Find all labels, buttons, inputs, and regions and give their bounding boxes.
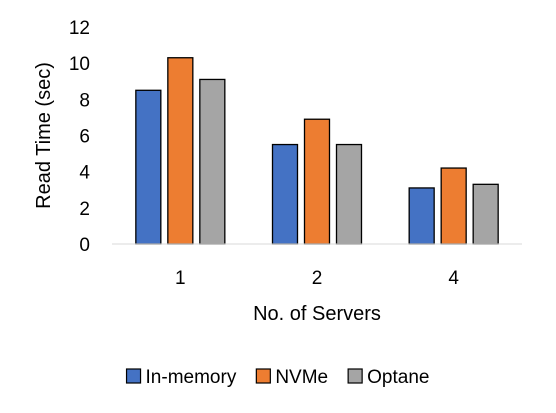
bar-nvme-4 <box>440 167 467 245</box>
legend-label-optane: Optane <box>367 367 429 388</box>
bar-nvme-2 <box>303 118 331 245</box>
y-tick-label: 10 <box>69 54 90 75</box>
y-axis-ticks: 0 2 4 6 8 10 12 <box>69 18 91 256</box>
y-tick-label: 6 <box>79 127 90 148</box>
y-tick-label: 8 <box>79 90 90 111</box>
legend-swatch-optane <box>347 368 363 384</box>
bar-in-memory-1 <box>135 89 162 245</box>
x-tick-label: 4 <box>448 268 459 289</box>
x-tick-label: 2 <box>312 268 323 289</box>
x-axis-ticks: 1 2 4 <box>175 268 459 289</box>
bar-optane-2 <box>335 143 363 245</box>
bar-optane-4 <box>472 183 499 245</box>
y-axis-label: Read Time (sec) <box>33 62 55 209</box>
y-tick-label: 4 <box>79 163 90 184</box>
y-tick-label: 2 <box>79 199 90 220</box>
bar-nvme-1 <box>167 57 194 245</box>
legend-swatch-nvme <box>255 368 271 384</box>
legend: In-memory NVMe Optane <box>125 367 429 388</box>
bar-optane-1 <box>199 78 226 245</box>
y-tick-label: 0 <box>79 235 90 256</box>
legend-swatch-in-memory <box>125 368 142 384</box>
x-axis-label: No. of Servers <box>253 303 381 325</box>
legend-label-in-memory: In-memory <box>146 367 237 388</box>
bar-in-memory-2 <box>271 143 299 245</box>
legend-label-nvme: NVMe <box>275 367 328 388</box>
bar-in-memory-4 <box>408 187 435 245</box>
x-tick-label: 1 <box>175 268 186 289</box>
bars <box>135 57 499 245</box>
y-tick-label: 12 <box>69 18 90 39</box>
